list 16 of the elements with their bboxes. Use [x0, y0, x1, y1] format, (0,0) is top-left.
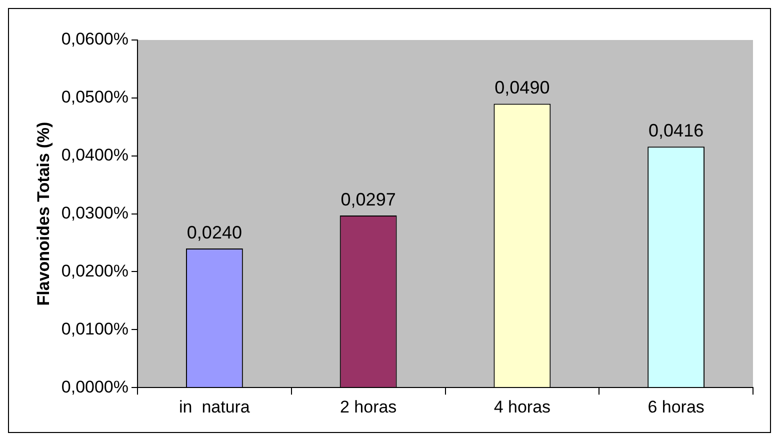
x-tick-label: 6 horas [648, 397, 704, 416]
y-tick-label: 0,0200% [61, 261, 129, 280]
y-axis-title: Flavonoides Totais (%) [34, 122, 53, 306]
y-tick-label: 0,0100% [61, 319, 129, 338]
x-tick-label: 2 horas [340, 397, 397, 416]
x-tick-label: in natura [179, 397, 250, 416]
y-tick-label: 0,0400% [61, 146, 129, 165]
y-tick-label: 0,0000% [61, 377, 129, 396]
data-label: 0,0240 [186, 222, 242, 243]
x-tick-label: 4 horas [494, 397, 551, 416]
data-label: 0,0490 [494, 78, 550, 98]
y-tick-label: 0,0300% [61, 203, 129, 222]
data-label: 0,0297 [340, 190, 396, 210]
y-tick-label: 0,0600% [61, 30, 129, 49]
data-label: 0,0416 [648, 120, 704, 141]
y-tick-label: 0,0500% [61, 88, 129, 107]
